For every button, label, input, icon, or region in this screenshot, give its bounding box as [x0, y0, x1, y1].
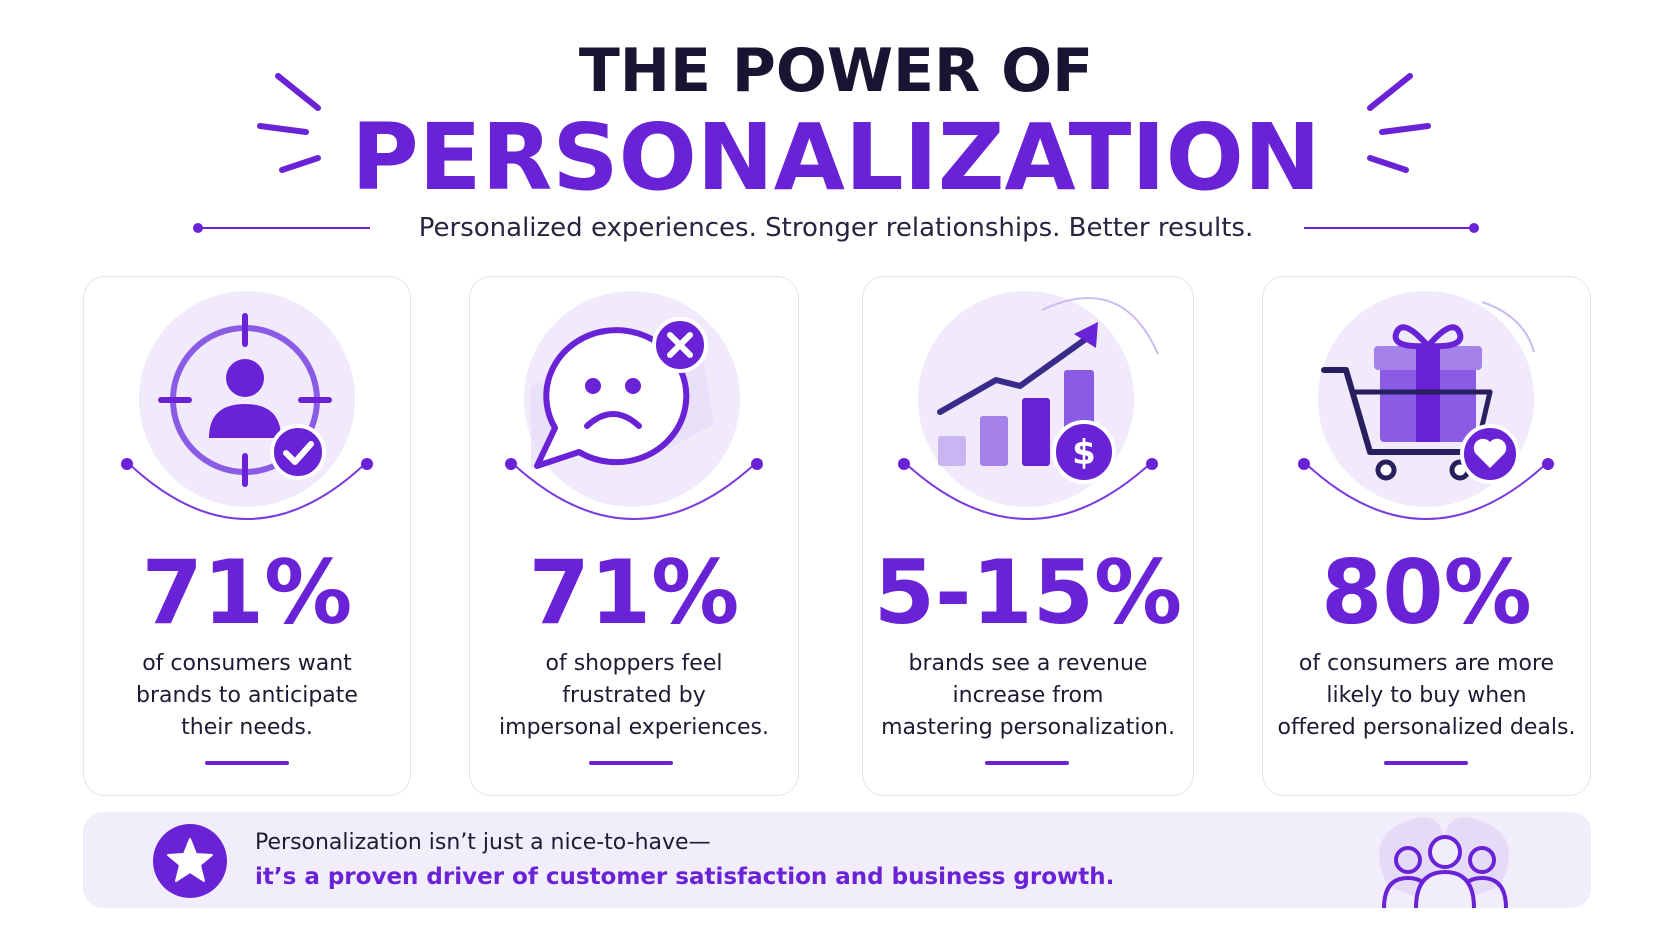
stat-value-1: 71% — [141, 541, 353, 644]
subtitle: Personalized experiences. Stronger relat… — [418, 213, 1254, 243]
stat-value-4: 80% — [1321, 541, 1532, 644]
stat-desc-line: brands to anticipate — [136, 683, 358, 708]
gift-cart-heart-icon — [1298, 291, 1554, 520]
title-line-2: PERSONALIZATION — [351, 104, 1321, 211]
star-icon — [153, 824, 227, 898]
right-burst-icon — [1367, 73, 1431, 173]
stat-desc-line: of consumers are more — [1298, 651, 1555, 676]
stat-description-2: of shoppers feel frustrated by impersona… — [469, 648, 799, 744]
stat-desc-line: offered personalized deals. — [1277, 715, 1576, 740]
title-line-1: THE POWER OF — [578, 36, 1094, 106]
sad-chat-bubble-icon — [505, 291, 763, 520]
stat-value-2: 71% — [528, 541, 740, 644]
stat-desc-line: impersonal experiences. — [499, 715, 769, 740]
stat-description-3: brands see a revenue increase from maste… — [862, 648, 1194, 744]
people-group-icon — [1379, 817, 1509, 908]
banner-line-1: Personalization isn’t just a nice-to-hav… — [255, 830, 711, 855]
stat-underline-4 — [1384, 761, 1468, 765]
stat-desc-line: of consumers want — [142, 651, 352, 676]
subtitle-line-right — [1304, 223, 1479, 233]
growth-chart-dollar-icon: $ — [898, 291, 1159, 520]
stat-value-3: 5-15% — [873, 541, 1183, 644]
stat-underline-1 — [205, 761, 289, 765]
subtitle-line-left — [193, 223, 370, 233]
stat-desc-line: likely to buy when — [1326, 683, 1527, 708]
left-burst-icon — [257, 73, 321, 173]
stat-description-4: of consumers are more likely to buy when… — [1262, 648, 1591, 744]
stat-underline-3 — [985, 761, 1069, 765]
stat-desc-line: brands see a revenue — [908, 651, 1148, 676]
stat-desc-line: increase from — [952, 683, 1104, 708]
bottom-banner — [83, 812, 1591, 908]
stat-underline-2 — [589, 761, 673, 765]
stat-desc-line: their needs. — [181, 715, 313, 740]
stat-desc-line: frustrated by — [562, 683, 706, 708]
stat-description-1: of consumers want brands to anticipate t… — [83, 648, 411, 744]
target-user-icon — [121, 291, 373, 520]
svg-text:$: $ — [1072, 433, 1096, 473]
banner-line-2: it’s a proven driver of customer satisfa… — [255, 864, 1115, 890]
stat-desc-line: mastering personalization. — [881, 715, 1175, 740]
stat-desc-line: of shoppers feel — [545, 651, 723, 676]
